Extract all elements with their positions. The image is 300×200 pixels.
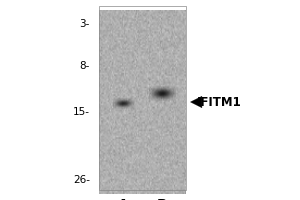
Text: B: B <box>157 198 167 200</box>
Text: IFITM1: IFITM1 <box>196 96 241 108</box>
Bar <box>99 6 186 190</box>
Text: A: A <box>118 198 128 200</box>
Text: 26-: 26- <box>73 175 90 185</box>
Text: 8-: 8- <box>80 61 90 71</box>
Text: 15-: 15- <box>73 107 90 117</box>
Polygon shape <box>190 96 202 108</box>
Text: 3-: 3- <box>80 19 90 29</box>
